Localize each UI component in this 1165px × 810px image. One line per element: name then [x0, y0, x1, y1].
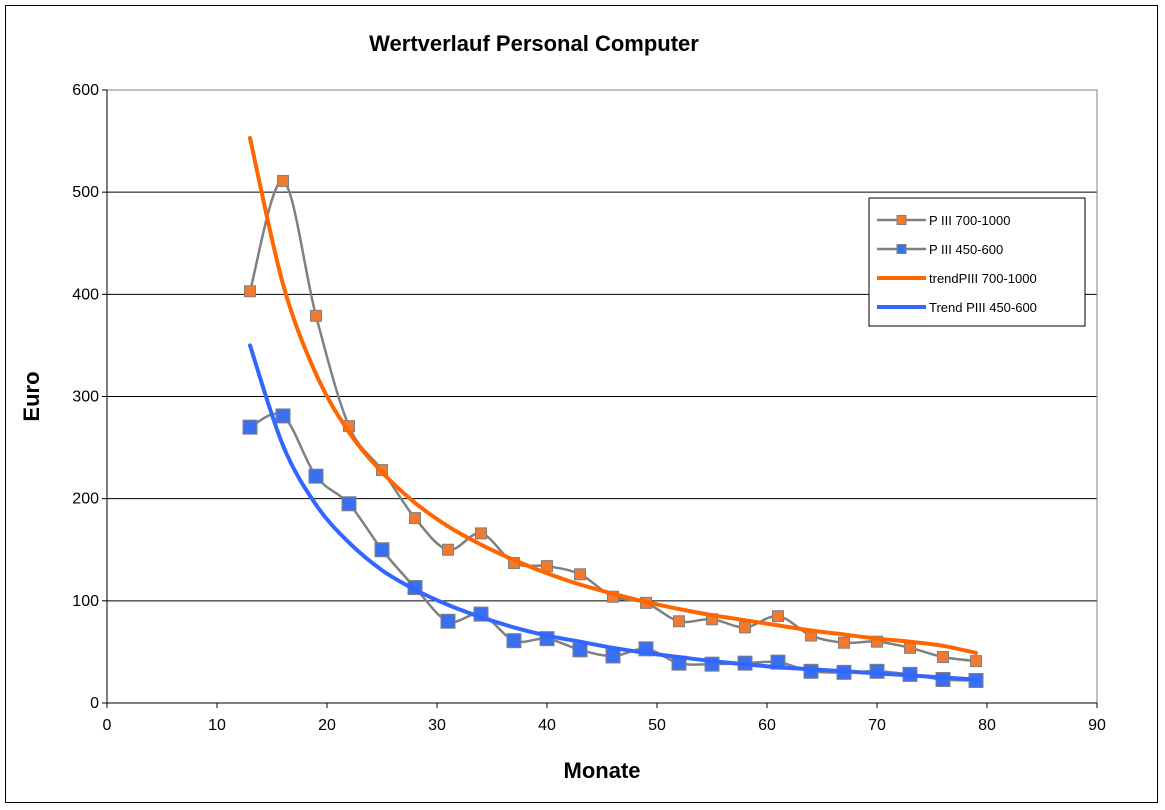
- chart-svg: Wertverlauf Personal Computer 0100200300…: [19, 31, 1106, 783]
- x-axis-title: Monate: [564, 758, 641, 783]
- legend: P III 700-1000 P III 450-600 trendPIII 700…: [868, 197, 1086, 327]
- data-point: [275, 408, 291, 424]
- legend-entry: trendPIII 700-1000: [877, 271, 1037, 286]
- chart-frame: Wertverlauf Personal Computer 0 100 200 300…: [5, 5, 1158, 803]
- y-tick-label: 500: [72, 184, 99, 201]
- legend-marker: [896, 215, 907, 225]
- y-tick-label: 100: [72, 593, 99, 610]
- series-3: [248, 343, 978, 682]
- legend-marker: [896, 244, 907, 254]
- tick-labels: 0 100 200 300 400 500 600 0 10 20 30 40 50 60 70 80 90: [72, 82, 1106, 734]
- x-tick-label: 80: [978, 717, 996, 734]
- trend-line: [248, 343, 978, 682]
- data-point: [475, 527, 487, 540]
- data-point: [673, 615, 685, 628]
- data-point: [937, 651, 949, 664]
- data-point: [341, 496, 357, 512]
- x-tick-label: 60: [758, 717, 776, 734]
- data-point: [440, 613, 456, 629]
- data-point: [605, 648, 621, 664]
- data-point: [244, 285, 256, 298]
- series-2: [248, 136, 978, 655]
- y-tick-label: 200: [72, 491, 99, 508]
- series-layer: [242, 136, 984, 689]
- y-tick-label: 400: [72, 286, 99, 303]
- y-tick-label: 0: [90, 695, 99, 712]
- data-point: [277, 174, 289, 187]
- x-tick-label: 30: [428, 717, 446, 734]
- legend-label: P III 700-1000: [929, 213, 1010, 228]
- legend-label: trendPIII 700-1000: [929, 271, 1037, 286]
- data-point: [970, 655, 982, 668]
- legend-label: P III 450-600: [929, 242, 1003, 257]
- x-tick-label: 90: [1088, 717, 1106, 734]
- chart-title: Wertverlauf Personal Computer: [369, 31, 699, 56]
- legend-entry: P III 450-600: [877, 242, 1003, 257]
- data-point: [310, 309, 322, 322]
- trend-line: [248, 136, 978, 655]
- x-tick-label: 40: [538, 717, 556, 734]
- data-point: [409, 512, 421, 525]
- data-point: [374, 542, 390, 558]
- series-line: [249, 412, 977, 682]
- series-line: [248, 179, 977, 663]
- y-axis-title: Euro: [19, 371, 44, 421]
- x-tick-label: 0: [103, 717, 112, 734]
- legend-label: Trend PIII 450-600: [929, 300, 1037, 315]
- x-tick-label: 70: [868, 717, 886, 734]
- data-point: [442, 543, 454, 556]
- legend-entry: P III 700-1000: [877, 213, 1010, 228]
- x-tick-label: 50: [648, 717, 666, 734]
- y-tick-label: 300: [72, 389, 99, 406]
- data-point: [308, 468, 324, 484]
- data-point: [739, 621, 751, 634]
- data-point: [871, 635, 883, 648]
- data-point: [838, 636, 850, 649]
- y-tick-label: 600: [72, 82, 99, 99]
- x-tick-label: 10: [208, 717, 226, 734]
- data-point: [574, 568, 586, 581]
- data-point: [572, 642, 588, 658]
- x-tick-label: 20: [318, 717, 336, 734]
- axes: [102, 89, 1098, 708]
- data-point: [242, 419, 258, 435]
- legend-entry: Trend PIII 450-600: [877, 300, 1037, 315]
- data-point: [772, 610, 784, 623]
- data-point: [506, 633, 522, 649]
